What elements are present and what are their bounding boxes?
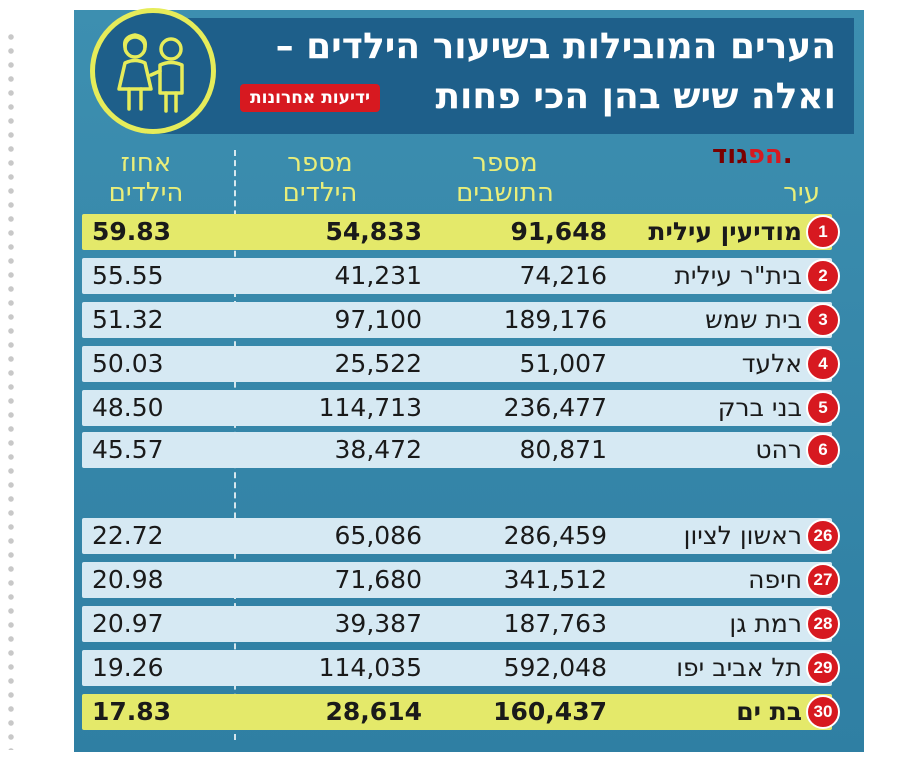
population-cell: 236,477 [503, 393, 607, 422]
rank-badge: 27 [806, 563, 840, 597]
rank-badge: 30 [806, 695, 840, 729]
table-row: 19.26 114,035 592,048 תל אביב יפו 29 [82, 650, 840, 686]
percent-cell: 48.50 [92, 393, 164, 422]
children-cell: 97,100 [334, 305, 422, 334]
population-cell: 187,763 [503, 609, 607, 638]
percent-cell: 22.72 [92, 521, 164, 550]
percent-cell: 19.26 [92, 653, 164, 682]
children-cell: 25,522 [334, 349, 422, 378]
column-header-city: עיר [783, 178, 820, 208]
percent-cell: 50.03 [92, 349, 164, 378]
source-badge: ידיעות אחרונות [240, 84, 380, 112]
title-line-2: ואלה שיש בהן הכי פחות [435, 76, 836, 117]
column-header-population: מספר התושבים [456, 148, 554, 208]
rank-badge: 3 [806, 303, 840, 337]
population-cell: 80,871 [519, 435, 607, 464]
city-cell: תל אביב יפו [676, 653, 802, 682]
children-cell: 39,387 [334, 609, 422, 638]
rank-badge: 6 [806, 433, 840, 467]
city-cell: אלעד [741, 349, 802, 378]
rank-badge: 5 [806, 391, 840, 425]
children-cell: 71,680 [334, 565, 422, 594]
table-row: 55.55 41,231 74,216 בית"ר עילית 2 [82, 258, 840, 294]
percent-cell: 20.98 [92, 565, 164, 594]
children-icon [90, 8, 216, 134]
rank-badge: 26 [806, 519, 840, 553]
rank-badge: 28 [806, 607, 840, 641]
city-cell: מודיעין עילית [648, 217, 802, 246]
percent-cell: 17.83 [92, 697, 172, 726]
rank-badge: 29 [806, 651, 840, 685]
children-cell: 41,231 [334, 261, 422, 290]
children-cell: 54,833 [325, 217, 422, 246]
table-row: 59.83 54,833 91,648 מודיעין עילית 1 [82, 214, 840, 250]
population-cell: 74,216 [519, 261, 607, 290]
children-cell: 65,086 [334, 521, 422, 550]
table-row: 45.57 38,472 80,871 רהט 6 [82, 432, 840, 468]
table-row: 48.50 114,713 236,477 בני ברק 5 [82, 390, 840, 426]
city-cell: רמת גן [729, 609, 802, 638]
population-cell: 189,176 [503, 305, 607, 334]
children-cell: 38,472 [334, 435, 422, 464]
rank-badge: 4 [806, 347, 840, 381]
table-row: 17.83 28,614 160,437 בת ים 30 [82, 694, 840, 730]
children-cell: 114,035 [318, 653, 422, 682]
city-cell: בית"ר עילית [674, 261, 802, 290]
percent-cell: 59.83 [92, 217, 172, 246]
percent-cell: 20.97 [92, 609, 164, 638]
population-cell: 51,007 [519, 349, 607, 378]
table-row: 22.72 65,086 286,459 ראשון לציון 26 [82, 518, 840, 554]
city-cell: חיפה [748, 565, 802, 594]
city-cell: ראשון לציון [683, 521, 802, 550]
city-cell: רהט [755, 435, 802, 464]
population-cell: 91,648 [510, 217, 607, 246]
children-cell: 28,614 [325, 697, 422, 726]
children-cell: 114,713 [318, 393, 422, 422]
city-cell: בית שמש [705, 305, 802, 334]
title-line-1: הערים המובילות בשיעור הילדים – [275, 26, 836, 67]
brand-logo: הפגוד. [712, 140, 793, 170]
percent-cell: 45.57 [92, 435, 164, 464]
table-row: 20.97 39,387 187,763 רמת גן 28 [82, 606, 840, 642]
population-cell: 286,459 [503, 521, 607, 550]
rank-badge: 1 [806, 215, 840, 249]
table-row: 51.32 97,100 189,176 בית שמש 3 [82, 302, 840, 338]
population-cell: 592,048 [503, 653, 607, 682]
title-banner: הערים המובילות בשיעור הילדים – ואלה שיש … [146, 18, 854, 134]
column-header-percent: אחוז הילדים [108, 148, 184, 208]
city-cell: בת ים [736, 697, 802, 726]
table-row: 20.98 71,680 341,512 חיפה 27 [82, 562, 840, 598]
rank-badge: 2 [806, 259, 840, 293]
percent-cell: 55.55 [92, 261, 164, 290]
population-cell: 341,512 [503, 565, 607, 594]
table-row: 50.03 25,522 51,007 אלעד 4 [82, 346, 840, 382]
city-cell: בני ברק [717, 393, 802, 422]
population-cell: 160,437 [493, 697, 607, 726]
page-margin-dots [6, 30, 16, 750]
percent-cell: 51.32 [92, 305, 164, 334]
column-header-children: מספר הילדים [282, 148, 358, 208]
